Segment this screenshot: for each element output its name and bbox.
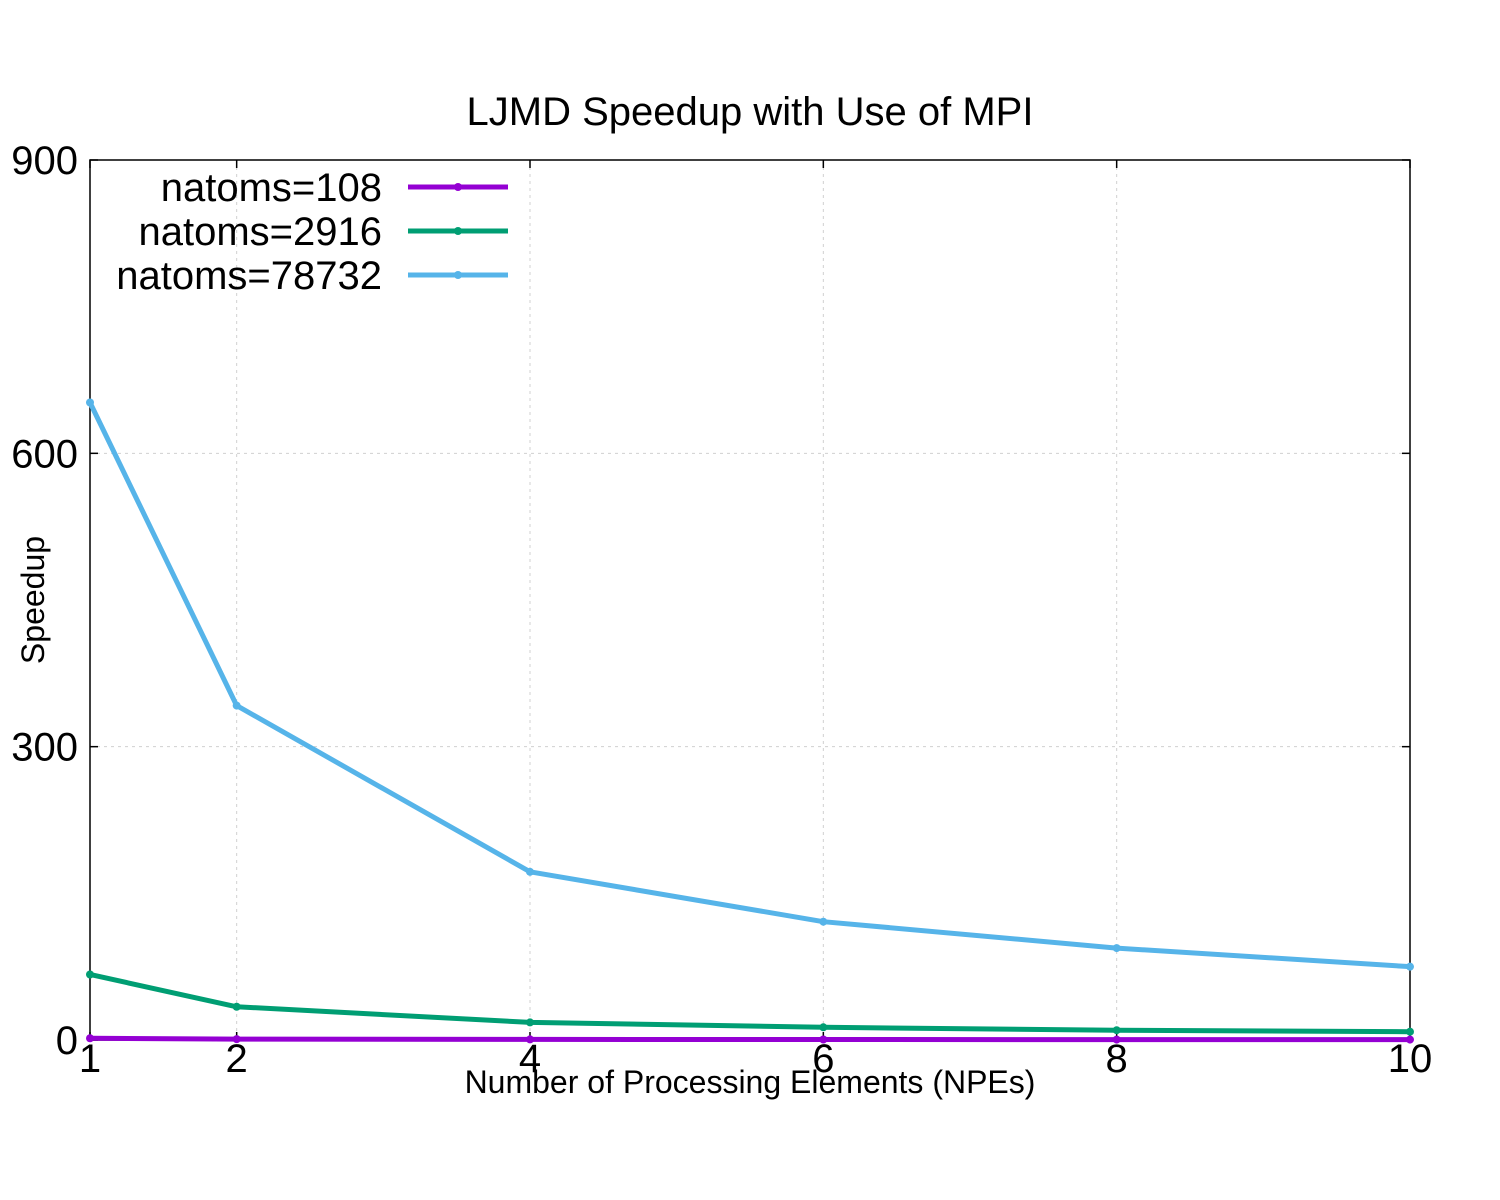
data-point bbox=[1112, 944, 1121, 953]
data-point bbox=[819, 1035, 828, 1044]
legend-label: natoms=2916 bbox=[138, 210, 382, 254]
legend-label: natoms=78732 bbox=[116, 254, 382, 298]
y-axis-label: Speedup bbox=[15, 536, 51, 664]
data-point bbox=[1406, 1027, 1414, 1036]
series-line-1 bbox=[87, 971, 1413, 1035]
chart-title: LJMD Speedup with Use of MPI bbox=[467, 90, 1034, 134]
data-point bbox=[1406, 1035, 1414, 1044]
y-tick-label: 0 bbox=[56, 1019, 78, 1063]
legend-marker bbox=[454, 271, 462, 279]
x-tick-label: 1 bbox=[79, 1037, 101, 1081]
data-point bbox=[232, 701, 241, 710]
legend-label: natoms=108 bbox=[161, 166, 382, 210]
data-point bbox=[526, 1035, 534, 1044]
x-tick-label: 4 bbox=[519, 1037, 541, 1081]
data-point bbox=[86, 970, 94, 979]
series-line-2 bbox=[87, 399, 1413, 970]
x-axis-ticks: 1 2 4 6 8 10 bbox=[79, 160, 1432, 1081]
data-point bbox=[819, 1023, 828, 1032]
y-tick-label: 600 bbox=[11, 432, 78, 476]
data-point bbox=[1406, 962, 1414, 971]
data-point bbox=[232, 1002, 241, 1011]
data-point bbox=[1112, 1026, 1121, 1035]
legend-marker bbox=[454, 183, 462, 191]
legend-marker bbox=[454, 227, 462, 235]
series-lines bbox=[86, 398, 1414, 1044]
x-tick-label: 8 bbox=[1106, 1037, 1128, 1081]
x-tick-label: 2 bbox=[226, 1037, 248, 1081]
data-point bbox=[232, 1035, 241, 1044]
data-point bbox=[819, 917, 828, 926]
series-line-0 bbox=[87, 1035, 1413, 1043]
x-axis-label: Number of Processing Elements (NPEs) bbox=[465, 1064, 1036, 1100]
x-tick-label: 10 bbox=[1388, 1037, 1433, 1081]
data-point bbox=[526, 1018, 534, 1027]
x-tick-label: 6 bbox=[812, 1037, 834, 1081]
y-tick-label: 300 bbox=[11, 726, 78, 770]
data-point bbox=[86, 398, 94, 407]
data-point bbox=[1112, 1035, 1121, 1044]
y-tick-label: 900 bbox=[11, 139, 78, 183]
data-point bbox=[86, 1034, 94, 1043]
data-point bbox=[526, 867, 534, 876]
y-axis-ticks: 0 300 600 900 bbox=[11, 139, 1410, 1063]
